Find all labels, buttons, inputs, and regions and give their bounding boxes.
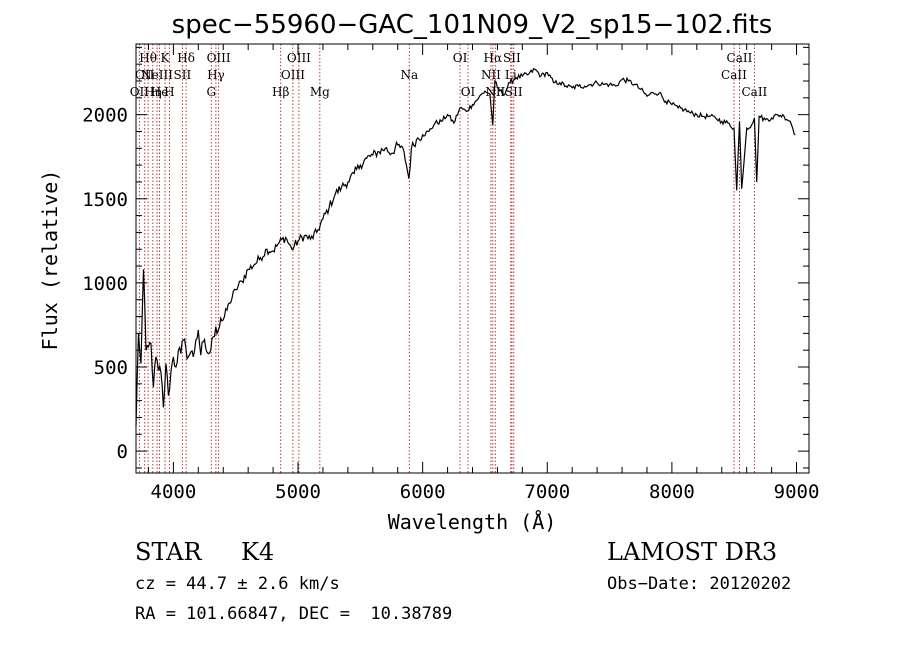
survey-name: LAMOST DR3 (607, 538, 778, 566)
line-marker-label: NeIII (141, 68, 173, 82)
observation-date: Obs−Date: 20120202 (607, 574, 792, 594)
line-marker-label: NII (485, 85, 505, 99)
y-tick-label: 0 (117, 441, 128, 463)
line-marker-label: CaII (727, 51, 753, 65)
line-marker-label: SII (503, 51, 521, 65)
line-marker-label: Hα (484, 51, 503, 65)
line-marker-label: Na (400, 68, 418, 82)
x-tick-label: 6000 (400, 481, 446, 503)
line-marker-label: OIII (287, 51, 311, 65)
axes: 4000 5000 6000 7000 8000 9000 0 500 1000 1500 2000 (82, 43, 820, 503)
line-marker-label: OI (453, 51, 468, 65)
line-marker-label: OIII (207, 51, 231, 65)
x-tick-label: 8000 (649, 481, 695, 503)
spectrum-chart: spec−55960−GAC_101N09_V2_sp15−102.fits 4… (38, 10, 820, 534)
x-tick-label: 4000 (151, 481, 197, 503)
line-marker-label: Hβ (272, 85, 289, 99)
y-tick-label: 1000 (82, 273, 128, 295)
y-axis-label: Flux (relative) (38, 170, 62, 351)
line-marker-label: G (206, 85, 216, 99)
y-tick-label: 2000 (82, 105, 128, 127)
line-marker-label: OI (461, 85, 476, 99)
line-marker-label: Hη (144, 85, 162, 99)
line-marker-label: OII (130, 85, 150, 99)
chart-title: spec−55960−GAC_101N09_V2_sp15−102.fits (172, 10, 773, 40)
x-tick-label: 7000 (524, 481, 570, 503)
x-tick-label: 9000 (774, 481, 820, 503)
y-tick-label: 1500 (82, 189, 128, 211)
line-marker-label: OIII (281, 68, 305, 82)
line-marker-label: K (161, 51, 171, 65)
y-tick-label: 500 (94, 357, 128, 379)
line-marker-label: OII (135, 68, 155, 82)
x-axis-label: Wavelength (Å) (388, 510, 557, 534)
coordinates: RA = 101.66847, DEC = 10.38789 (135, 604, 453, 624)
line-marker-label: CaII (741, 85, 767, 99)
x-tick-label: 5000 (275, 481, 321, 503)
line-marker-label: Hδ (177, 51, 195, 65)
line-marker-label: He (151, 85, 169, 99)
line-marker-label: Hγ (207, 68, 225, 82)
redshift-value: cz = 44.7 ± 2.6 km/s (135, 574, 340, 594)
line-labels: OIIOIIHθHηNeIIIHeKHSIIHδGHγOIIIHβOIIIOII… (130, 51, 768, 99)
line-marker-label: NII (481, 68, 501, 82)
line-marker-label: SII (505, 85, 523, 99)
line-marker-label: Mg (310, 85, 330, 99)
line-marker-label: CaII (721, 68, 747, 82)
line-marker-label: Hθ (139, 51, 157, 65)
plot-frame (135, 43, 810, 474)
spectral-subclass: K4 (241, 538, 275, 566)
line-marker-label: H (164, 85, 174, 99)
line-marker-label: SII (174, 68, 192, 82)
line-markers (138, 44, 755, 473)
line-marker-label: Li (505, 68, 517, 82)
object-type: STAR (135, 538, 202, 566)
spectrum-line (135, 68, 796, 426)
